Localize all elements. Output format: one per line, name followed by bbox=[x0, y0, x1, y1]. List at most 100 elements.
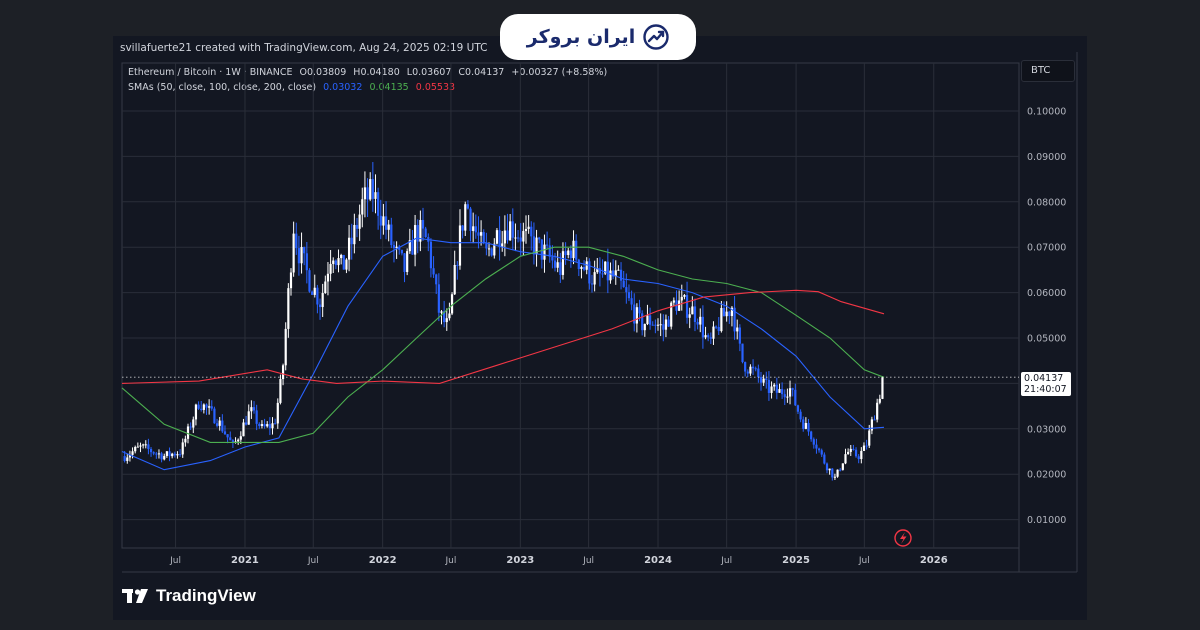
candle-body bbox=[313, 287, 316, 295]
candle-body bbox=[379, 215, 382, 226]
candle-body bbox=[149, 448, 153, 453]
x-tick-label: 2026 bbox=[920, 555, 948, 566]
candle-body bbox=[799, 411, 802, 420]
candle-body bbox=[807, 423, 810, 432]
candle-body bbox=[815, 444, 818, 449]
candle-body bbox=[197, 404, 200, 409]
candle-body bbox=[609, 270, 612, 281]
sma-line: SMAs (50, close, 100, close, 200, close)… bbox=[128, 80, 607, 95]
high-value: 0.04180 bbox=[360, 67, 400, 78]
candle-body bbox=[773, 384, 776, 387]
y-tick-label: 0.08000 bbox=[1027, 197, 1066, 208]
candle-body bbox=[804, 423, 807, 429]
y-tick-label: 0.09000 bbox=[1027, 152, 1066, 163]
candle-body bbox=[736, 327, 739, 332]
candle-body bbox=[812, 439, 815, 445]
candle-body bbox=[392, 245, 396, 249]
candle-body bbox=[482, 232, 485, 244]
x-tick-label: Jul bbox=[444, 556, 456, 566]
candle-body bbox=[593, 272, 596, 285]
candle-body bbox=[456, 264, 459, 266]
x-tick-label: Jul bbox=[582, 556, 594, 566]
candle-body bbox=[192, 419, 195, 428]
candle-body bbox=[487, 248, 491, 250]
candle-body bbox=[828, 468, 831, 471]
candle-body bbox=[770, 386, 773, 393]
candle-body bbox=[685, 295, 689, 318]
chart-legend: Ethereum / Bitcoin · 1W · BINANCE O0.038… bbox=[128, 65, 607, 95]
candle-body bbox=[580, 266, 583, 269]
candle-body bbox=[619, 269, 623, 281]
candle-body bbox=[165, 451, 168, 456]
candle-body bbox=[691, 306, 694, 315]
candle-body bbox=[408, 240, 411, 252]
candle-body bbox=[189, 426, 192, 428]
candle-body bbox=[395, 246, 398, 249]
candle-body bbox=[712, 326, 715, 339]
candle-body bbox=[284, 328, 287, 366]
candle-body bbox=[823, 454, 826, 464]
tradingview-logo[interactable]: TradingView bbox=[122, 586, 256, 606]
ohlc-line: Ethereum / Bitcoin · 1W · BINANCE O0.038… bbox=[128, 65, 607, 80]
candle-body bbox=[759, 377, 763, 383]
candle-body bbox=[865, 445, 868, 447]
candle-body bbox=[374, 192, 377, 199]
candle-body bbox=[181, 442, 184, 455]
x-tick-label: Jul bbox=[720, 556, 732, 566]
candle-body bbox=[781, 389, 784, 395]
candle-body bbox=[870, 419, 873, 431]
candle-body bbox=[535, 237, 538, 255]
candle-body bbox=[202, 404, 205, 410]
candle-body bbox=[160, 453, 163, 460]
candle-body bbox=[659, 324, 662, 326]
candle-body bbox=[142, 444, 145, 446]
close-label: C bbox=[458, 67, 466, 78]
candle-body bbox=[662, 324, 665, 330]
candle-body bbox=[688, 314, 691, 318]
candle-body bbox=[810, 431, 813, 440]
candle-body bbox=[271, 423, 274, 429]
candle-body bbox=[464, 204, 467, 231]
sma200-line bbox=[121, 289, 885, 384]
candle-body bbox=[833, 476, 837, 478]
candle-body bbox=[876, 402, 879, 420]
candle-body bbox=[398, 246, 401, 250]
candle-body bbox=[134, 446, 137, 452]
candle-body bbox=[152, 452, 155, 454]
candle-body bbox=[670, 302, 673, 327]
iranbroker-badge[interactable]: ایران بروکر bbox=[500, 14, 696, 60]
candle-body bbox=[854, 449, 858, 457]
candle-body bbox=[754, 368, 757, 370]
candle-body bbox=[469, 208, 472, 231]
candle-body bbox=[862, 445, 866, 451]
x-tick-label: 2022 bbox=[369, 555, 397, 566]
candle-body bbox=[722, 307, 726, 317]
candle-body bbox=[485, 243, 488, 249]
candle-body bbox=[369, 179, 372, 200]
candle-body bbox=[139, 445, 142, 447]
candle-body bbox=[305, 253, 308, 271]
candle-body bbox=[630, 298, 633, 305]
candle-body bbox=[440, 311, 443, 313]
candle-body bbox=[667, 319, 670, 327]
candle-body bbox=[345, 259, 348, 270]
candle-body bbox=[155, 453, 158, 455]
candle-body bbox=[128, 454, 132, 458]
candle-body bbox=[279, 379, 282, 403]
currency-button[interactable]: BTC bbox=[1021, 60, 1075, 82]
candle-body bbox=[635, 307, 638, 324]
candle-body bbox=[559, 262, 562, 275]
candle-body bbox=[450, 294, 454, 314]
candle-body bbox=[453, 264, 456, 295]
candle-body bbox=[495, 230, 499, 244]
candle-body bbox=[514, 237, 517, 239]
candle-body bbox=[696, 321, 699, 325]
low-label: L bbox=[406, 67, 413, 78]
candle-body bbox=[506, 230, 509, 241]
candle-body bbox=[250, 407, 253, 412]
candle-body bbox=[796, 405, 800, 412]
candle-body bbox=[567, 250, 570, 256]
candle-body bbox=[643, 324, 646, 331]
candle-body bbox=[258, 423, 261, 426]
